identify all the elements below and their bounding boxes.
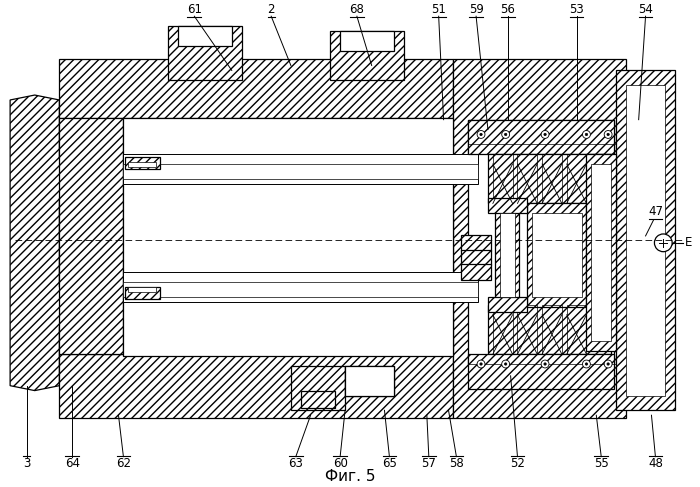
Bar — [468, 120, 614, 364]
Bar — [60, 118, 123, 354]
Bar — [616, 71, 675, 411]
Bar — [488, 199, 527, 213]
Bar — [587, 154, 616, 351]
Bar — [461, 264, 491, 280]
Text: 54: 54 — [638, 3, 653, 16]
Text: 53: 53 — [569, 3, 584, 16]
Circle shape — [541, 360, 549, 368]
Bar — [123, 282, 478, 297]
Circle shape — [544, 133, 546, 136]
Bar — [493, 154, 512, 204]
Text: 60: 60 — [332, 457, 348, 469]
Bar — [301, 391, 335, 408]
Bar — [123, 164, 478, 179]
Circle shape — [654, 234, 672, 252]
Bar — [123, 272, 478, 302]
Bar — [345, 366, 394, 395]
Circle shape — [480, 133, 482, 136]
Bar — [168, 26, 242, 80]
Bar — [567, 305, 587, 354]
Bar — [517, 154, 537, 204]
Bar — [468, 354, 614, 389]
Bar — [461, 250, 491, 265]
Text: 61: 61 — [187, 3, 202, 16]
Bar — [178, 26, 232, 46]
Bar — [517, 305, 537, 354]
Circle shape — [480, 363, 482, 365]
Bar — [527, 204, 587, 307]
Circle shape — [582, 131, 590, 138]
Bar — [495, 204, 519, 307]
Bar — [454, 58, 626, 418]
Bar — [542, 154, 562, 204]
Bar — [542, 305, 562, 354]
Text: 2: 2 — [267, 3, 275, 16]
Text: 55: 55 — [594, 457, 608, 469]
Circle shape — [477, 360, 485, 368]
Text: 52: 52 — [510, 457, 525, 469]
Circle shape — [582, 360, 590, 368]
Bar — [125, 157, 160, 169]
Circle shape — [585, 363, 587, 365]
Text: 63: 63 — [288, 457, 303, 469]
Text: 58: 58 — [449, 457, 464, 469]
Text: 65: 65 — [382, 457, 397, 469]
Bar — [330, 31, 404, 80]
Bar — [345, 366, 394, 395]
Text: 62: 62 — [116, 457, 131, 469]
Bar — [123, 154, 478, 184]
Circle shape — [604, 131, 612, 138]
Bar — [128, 162, 156, 167]
Bar — [125, 287, 160, 299]
Circle shape — [505, 363, 507, 365]
Bar — [123, 118, 454, 356]
Bar — [488, 154, 611, 204]
Bar — [128, 287, 156, 292]
Polygon shape — [10, 95, 69, 391]
Circle shape — [544, 363, 546, 365]
Bar — [567, 154, 587, 204]
Text: 68: 68 — [349, 3, 364, 16]
Text: 59: 59 — [469, 3, 484, 16]
Circle shape — [607, 363, 609, 365]
Bar — [493, 305, 512, 354]
Text: 64: 64 — [64, 457, 80, 469]
Bar — [60, 58, 454, 118]
Circle shape — [585, 133, 587, 136]
Bar — [340, 31, 394, 51]
Text: 48: 48 — [648, 457, 663, 469]
Bar — [468, 120, 614, 154]
Circle shape — [502, 360, 510, 368]
Text: 56: 56 — [500, 3, 515, 16]
Text: 47: 47 — [648, 205, 663, 218]
Text: Фиг. 5: Фиг. 5 — [325, 469, 375, 485]
Circle shape — [541, 131, 549, 138]
Text: 51: 51 — [431, 3, 446, 16]
Circle shape — [502, 131, 510, 138]
Bar — [532, 213, 582, 297]
Bar — [488, 297, 527, 312]
Circle shape — [477, 131, 485, 138]
Circle shape — [607, 133, 609, 136]
Circle shape — [505, 133, 507, 136]
Bar — [461, 235, 491, 251]
Bar — [488, 305, 611, 354]
Bar — [626, 85, 665, 395]
Text: E: E — [685, 236, 692, 249]
Bar — [592, 164, 611, 341]
Text: 3: 3 — [23, 457, 31, 469]
Bar — [291, 366, 345, 411]
Bar — [500, 213, 514, 297]
Circle shape — [604, 360, 612, 368]
Bar — [60, 354, 454, 418]
Text: 57: 57 — [421, 457, 436, 469]
